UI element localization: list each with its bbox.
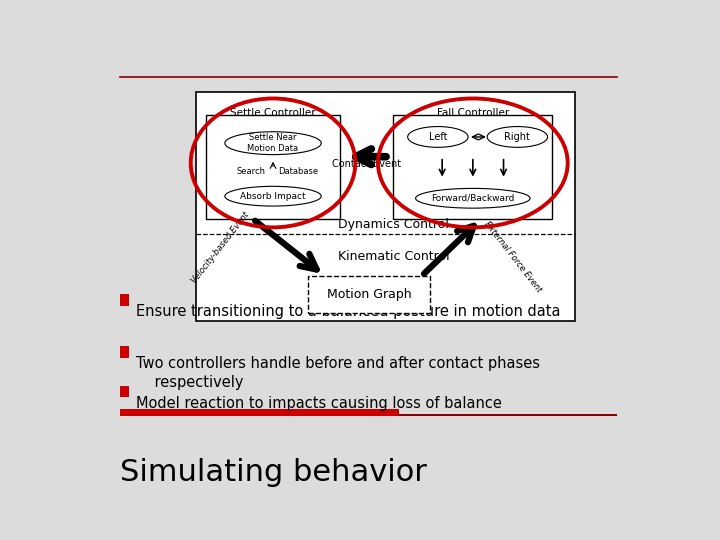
- Ellipse shape: [225, 132, 321, 154]
- Bar: [206, 115, 340, 219]
- Ellipse shape: [408, 126, 468, 147]
- Text: External Force Event: External Force Event: [482, 219, 543, 294]
- Text: Ensure transitioning to a balanced posture in motion data: Ensure transitioning to a balanced postu…: [136, 305, 561, 319]
- Text: Velocity-based Event: Velocity-based Event: [189, 210, 251, 285]
- Ellipse shape: [487, 126, 548, 147]
- Text: Motion Graph: Motion Graph: [327, 288, 411, 301]
- Text: Search: Search: [236, 167, 265, 176]
- Ellipse shape: [225, 186, 321, 206]
- Text: Two controllers handle before and after contact phases
    respectively: Two controllers handle before and after …: [136, 356, 540, 390]
- Text: Left: Left: [428, 132, 447, 142]
- Ellipse shape: [415, 188, 530, 208]
- Bar: [307, 275, 431, 313]
- Bar: [120, 294, 128, 306]
- Bar: [393, 115, 552, 219]
- Text: Simulating behavior: Simulating behavior: [120, 458, 426, 487]
- Text: Database: Database: [278, 167, 318, 176]
- Text: Absorb Impact: Absorb Impact: [240, 192, 306, 201]
- Text: Model reaction to impacts causing loss of balance: Model reaction to impacts causing loss o…: [136, 396, 502, 411]
- Text: Contact Event: Contact Event: [332, 159, 401, 169]
- Bar: [120, 414, 617, 416]
- Text: Kinematic Control: Kinematic Control: [338, 250, 449, 263]
- Text: Forward/Backward: Forward/Backward: [431, 194, 515, 203]
- Text: Settle Near
Motion Data: Settle Near Motion Data: [248, 133, 299, 153]
- Bar: [196, 92, 575, 321]
- Text: Dynamics Control: Dynamics Control: [338, 218, 449, 231]
- Bar: [120, 346, 128, 358]
- Text: Settle Controller: Settle Controller: [230, 109, 316, 118]
- Text: Right: Right: [505, 132, 531, 142]
- Bar: [120, 386, 128, 397]
- Bar: [120, 409, 399, 416]
- Text: Fall Controller: Fall Controller: [437, 109, 509, 118]
